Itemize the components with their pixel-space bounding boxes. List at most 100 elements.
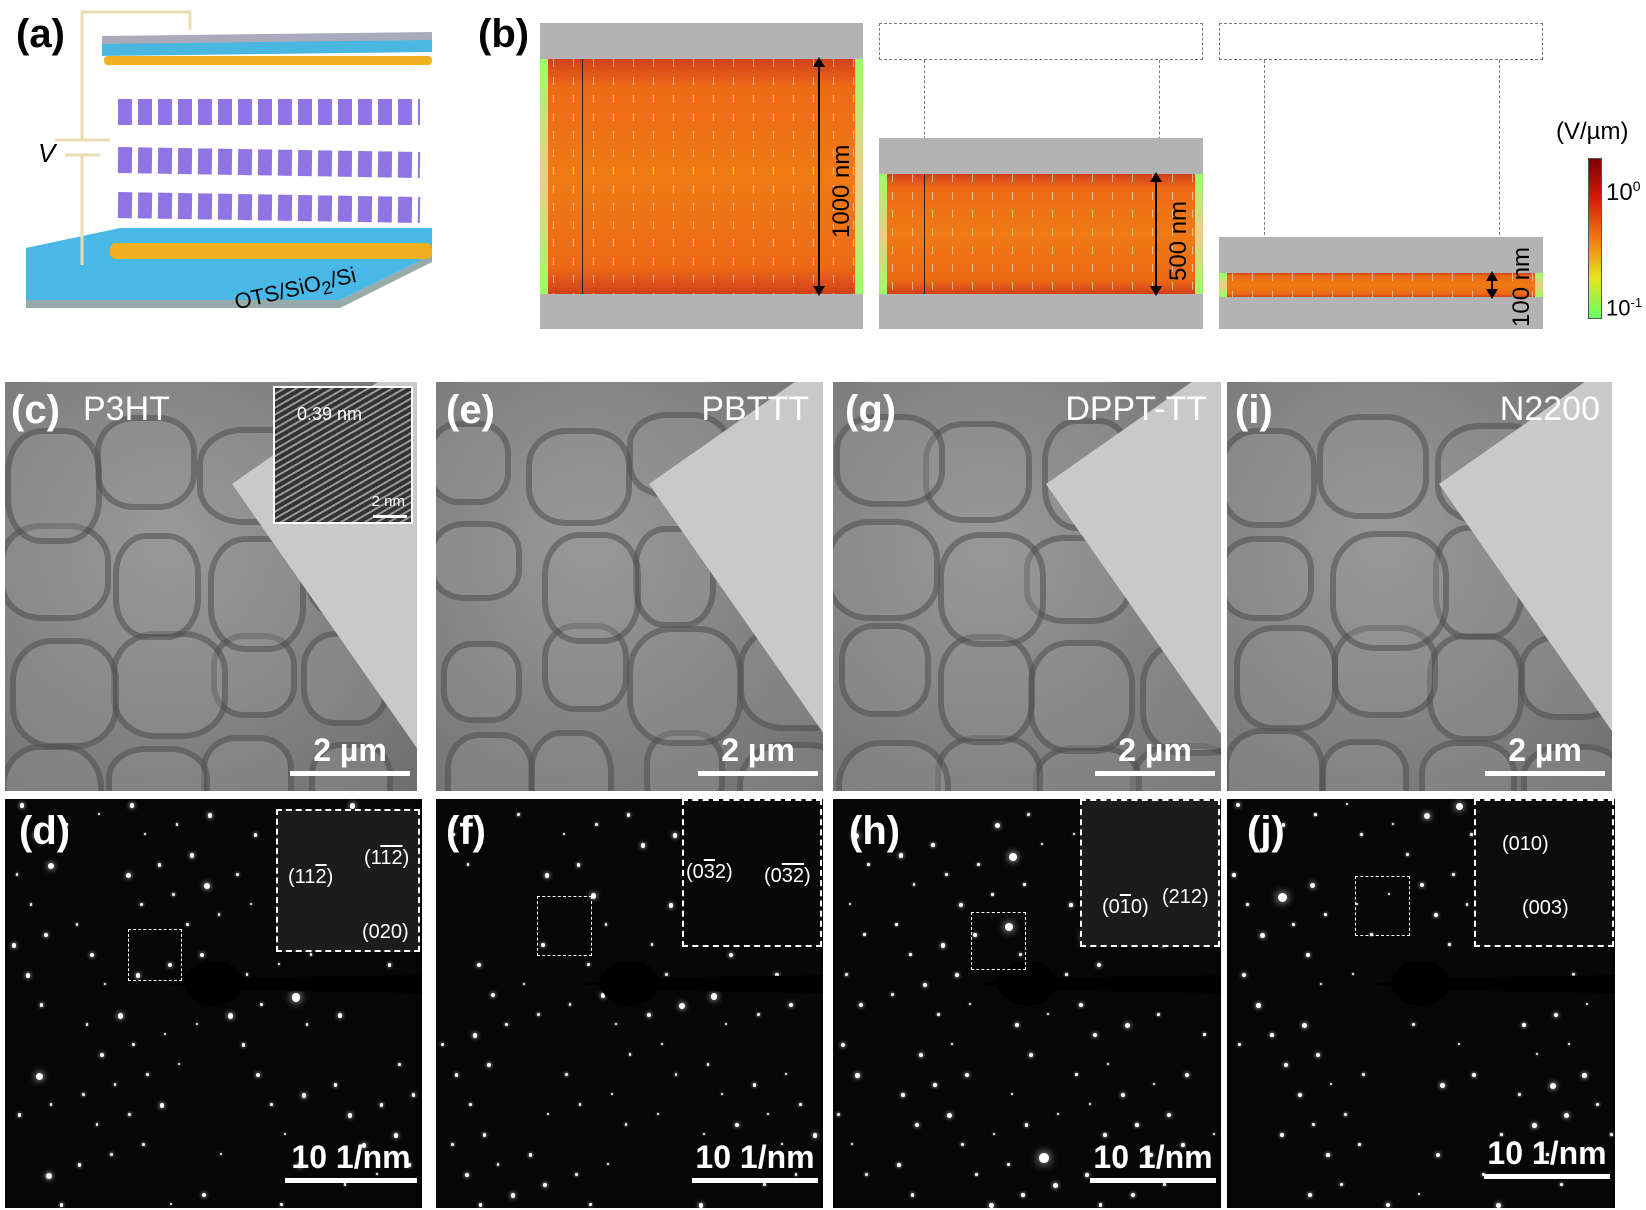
diffraction-spot bbox=[1057, 1113, 1060, 1116]
diffraction-spot bbox=[440, 1043, 444, 1047]
diffraction-spot bbox=[1420, 883, 1425, 888]
diffraction-spot bbox=[841, 1043, 846, 1048]
diffraction-spot bbox=[129, 803, 135, 808]
polymer-domain bbox=[1227, 427, 1317, 529]
diffraction-spot bbox=[1011, 1093, 1014, 1096]
diffraction-spot bbox=[43, 933, 48, 938]
diffraction-spot bbox=[1470, 833, 1473, 836]
polymer-domain bbox=[436, 421, 511, 506]
diffraction-spot bbox=[1079, 1003, 1083, 1007]
diffraction-spot bbox=[1149, 1153, 1153, 1157]
diffraction-spot bbox=[1406, 853, 1410, 857]
diffraction-spot bbox=[1456, 803, 1464, 811]
reflection-label: (010) bbox=[1502, 833, 1549, 855]
diffraction-spot bbox=[1466, 903, 1469, 906]
diffraction-spot bbox=[343, 1183, 347, 1186]
diffraction-spot bbox=[171, 893, 175, 897]
diffraction-spot bbox=[1500, 1133, 1503, 1136]
zoom-box bbox=[537, 896, 592, 956]
polymer-domain bbox=[1234, 625, 1338, 732]
diffraction-spot bbox=[175, 823, 178, 826]
diffraction-spot bbox=[1386, 1203, 1391, 1208]
diffraction-spot bbox=[95, 1123, 99, 1127]
diffraction-spot bbox=[241, 1043, 246, 1047]
diffraction-spot bbox=[1316, 1053, 1321, 1058]
reflection-label: (212) bbox=[1162, 886, 1209, 908]
colorbar-min-base: 10 bbox=[1606, 295, 1631, 321]
diffraction-spot bbox=[1213, 1133, 1216, 1136]
thickness-label: 500 nm bbox=[1165, 200, 1192, 281]
diffraction-spot bbox=[1434, 913, 1438, 917]
diffraction-spot bbox=[1093, 1033, 1098, 1038]
diffraction-spot bbox=[468, 1103, 472, 1107]
diffraction-spot bbox=[678, 1003, 685, 1010]
diffraction-spot bbox=[407, 1163, 412, 1167]
voltage-label: V bbox=[38, 138, 56, 168]
diffraction-spot bbox=[522, 983, 525, 986]
polymer-domain bbox=[1317, 414, 1430, 519]
diffraction-spot bbox=[1023, 883, 1026, 886]
diffraction-spot bbox=[913, 883, 916, 886]
diffraction-spot bbox=[977, 863, 980, 866]
diffraction-spot bbox=[863, 933, 866, 936]
saed-inset: (112) (112) (020) bbox=[276, 809, 420, 952]
diffraction-spot bbox=[201, 1193, 206, 1198]
diffraction-spot bbox=[145, 1073, 149, 1077]
diffraction-spot bbox=[1340, 1183, 1344, 1187]
colorbar-unit: (V/µm) bbox=[1556, 118, 1629, 145]
diffraction-spot bbox=[1352, 973, 1355, 976]
diffraction-spot bbox=[951, 1043, 954, 1046]
diffraction-spot bbox=[1532, 1123, 1537, 1128]
diffraction-spot bbox=[576, 863, 581, 867]
diffraction-spot bbox=[361, 1143, 367, 1148]
diffraction-spot bbox=[528, 1153, 533, 1157]
diffraction-spot bbox=[163, 1033, 166, 1036]
diffraction-spot bbox=[895, 923, 898, 926]
diffraction-spot bbox=[11, 943, 17, 948]
diffraction-spot bbox=[1021, 1193, 1025, 1197]
diffraction-spot bbox=[1440, 1083, 1445, 1088]
scale-label: 10 1/nm bbox=[695, 1139, 815, 1175]
colorbar-max-exp: 0 bbox=[1632, 178, 1641, 194]
diffraction-spot bbox=[664, 973, 668, 977]
diffraction-spot bbox=[259, 1003, 263, 1007]
diffraction-spot bbox=[656, 1113, 659, 1116]
polymer-domain bbox=[445, 731, 535, 791]
diffraction-spot bbox=[650, 943, 654, 946]
diffraction-spot bbox=[227, 1013, 234, 1019]
hrtem-inset: 0.39 nm 2 nm bbox=[273, 386, 413, 524]
panel-a: (a) V OTS/SiO2/Si bbox=[0, 0, 450, 345]
diffraction-spot bbox=[1436, 1153, 1441, 1158]
diffraction-spot bbox=[177, 1063, 180, 1066]
diffraction-spot bbox=[540, 943, 545, 948]
diffraction-spot bbox=[1256, 1003, 1261, 1008]
diffraction-spot bbox=[995, 823, 1000, 828]
diffraction-spot bbox=[1047, 1013, 1050, 1016]
diffraction-spot bbox=[1236, 803, 1241, 808]
diffraction-spot bbox=[203, 883, 210, 890]
diffraction-spot bbox=[452, 833, 456, 836]
diffraction-spot bbox=[945, 873, 948, 876]
tem-image-n2200: (i) N2200 2 µm bbox=[1227, 382, 1612, 791]
diffraction-spot bbox=[604, 923, 607, 926]
diffraction-spot bbox=[911, 1193, 915, 1197]
diffraction-spot bbox=[333, 1083, 337, 1087]
diffraction-spot bbox=[628, 1053, 632, 1056]
diffraction-spot bbox=[937, 1013, 940, 1016]
diffraction-spot bbox=[39, 1003, 44, 1007]
diffraction-spot bbox=[674, 1073, 678, 1076]
diffraction-spot bbox=[486, 1063, 491, 1068]
diffraction-spot bbox=[1362, 1073, 1365, 1077]
diffraction-spot bbox=[626, 813, 630, 817]
diffraction-spot bbox=[973, 933, 977, 937]
scale-label: 10 1/nm bbox=[1487, 1135, 1607, 1171]
diffraction-spot bbox=[955, 973, 959, 978]
diffraction-spot bbox=[933, 1083, 937, 1087]
diffraction-spot bbox=[1572, 973, 1576, 977]
diffraction-spot bbox=[606, 1163, 609, 1166]
diffraction-spot bbox=[19, 803, 25, 808]
diffraction-spot bbox=[594, 823, 598, 827]
diffraction-spot bbox=[720, 1093, 723, 1096]
reflection-label: (020) bbox=[362, 921, 409, 943]
diffraction-spot bbox=[1360, 833, 1363, 836]
